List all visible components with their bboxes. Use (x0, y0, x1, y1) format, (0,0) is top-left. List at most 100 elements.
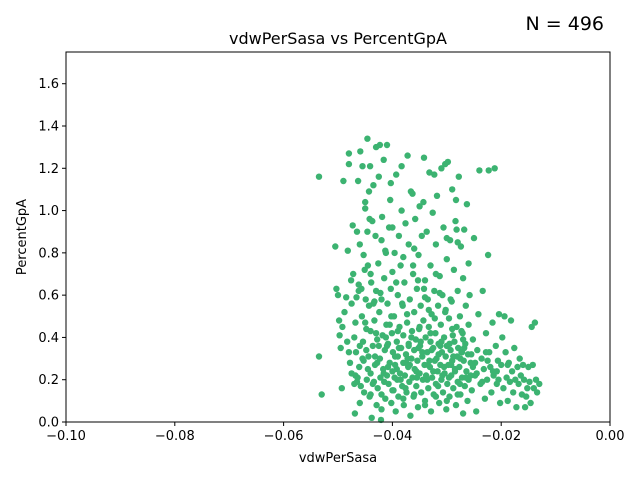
data-point (506, 378, 514, 385)
data-point (485, 167, 492, 174)
data-point (425, 323, 432, 331)
data-point (469, 336, 477, 343)
data-point (344, 338, 351, 345)
y-tick-label: 0.0 (38, 416, 59, 431)
data-point (346, 359, 354, 366)
data-point (388, 313, 395, 320)
data-point (382, 247, 389, 254)
data-point (524, 385, 531, 392)
data-point (482, 330, 490, 337)
data-point (434, 368, 441, 375)
data-point (391, 374, 398, 381)
data-point (411, 391, 418, 398)
data-point (405, 342, 412, 350)
data-point (387, 285, 394, 292)
data-point (377, 416, 385, 424)
data-point (461, 226, 468, 233)
data-point (375, 173, 382, 180)
data-point (354, 177, 362, 185)
data-point (356, 241, 363, 248)
data-point (400, 401, 407, 409)
data-point (453, 226, 460, 233)
data-point (446, 340, 453, 347)
data-point (357, 382, 364, 390)
data-point (459, 336, 467, 343)
data-point (491, 165, 498, 172)
data-point (479, 287, 486, 295)
data-point (366, 163, 374, 170)
data-point (455, 173, 462, 180)
data-point (436, 399, 443, 407)
data-point (461, 382, 468, 390)
data-point (409, 270, 417, 278)
data-point (465, 321, 472, 328)
data-point (451, 338, 458, 345)
data-point (389, 268, 396, 276)
data-point (498, 361, 505, 369)
data-point (367, 270, 374, 278)
data-point (383, 342, 391, 350)
data-point (373, 401, 380, 409)
data-point (427, 408, 435, 415)
data-point (427, 262, 434, 269)
data-point (391, 249, 398, 257)
data-point (449, 186, 456, 193)
data-point (360, 251, 367, 259)
data-point (454, 391, 461, 398)
data-point (353, 294, 360, 301)
data-point (450, 266, 458, 273)
data-point (371, 317, 378, 324)
data-point (364, 365, 372, 373)
data-point (395, 344, 403, 352)
data-point (398, 163, 405, 170)
data-point (409, 262, 417, 269)
data-point (515, 380, 522, 388)
data-point (432, 270, 440, 278)
data-point (339, 323, 346, 331)
data-point (381, 275, 388, 282)
data-point (443, 256, 450, 263)
x-tick-label: −0.10 (46, 429, 86, 444)
data-point (442, 306, 449, 314)
data-point (384, 363, 392, 371)
data-point (363, 376, 370, 383)
data-point (443, 234, 450, 242)
data-point (345, 150, 353, 157)
data-point (352, 372, 359, 379)
data-point (501, 313, 508, 320)
data-point (378, 296, 385, 303)
y-axis-ticks: 0.0 0.2 0.4 0.6 0.8 1.0 1.2 1.4 1.6 (38, 77, 66, 431)
data-point (496, 399, 504, 407)
data-point (349, 222, 356, 229)
x-tick-label: −0.06 (264, 429, 304, 444)
data-point (465, 260, 472, 267)
data-point (456, 363, 463, 371)
data-point (456, 313, 464, 320)
data-point (393, 279, 400, 286)
data-point (364, 135, 371, 142)
data-point (428, 346, 435, 354)
data-point (442, 160, 449, 168)
data-point (403, 311, 411, 318)
data-point (508, 368, 516, 375)
data-point (426, 357, 433, 364)
data-point (464, 397, 471, 405)
y-tick-label: 1.2 (38, 162, 59, 177)
data-point (420, 198, 427, 206)
data-point (431, 171, 438, 178)
data-point (406, 361, 413, 369)
data-point (437, 342, 444, 350)
data-point (365, 188, 373, 195)
data-point (499, 334, 506, 341)
data-point (474, 346, 481, 354)
data-point (519, 361, 527, 369)
data-point (432, 241, 440, 248)
data-point (421, 277, 429, 284)
sample-size-annotation: N = 496 (526, 13, 604, 35)
data-point (445, 374, 453, 381)
data-point (431, 315, 438, 322)
data-point (480, 365, 487, 373)
data-point (357, 148, 364, 155)
data-point (431, 287, 438, 295)
data-point (473, 370, 480, 377)
